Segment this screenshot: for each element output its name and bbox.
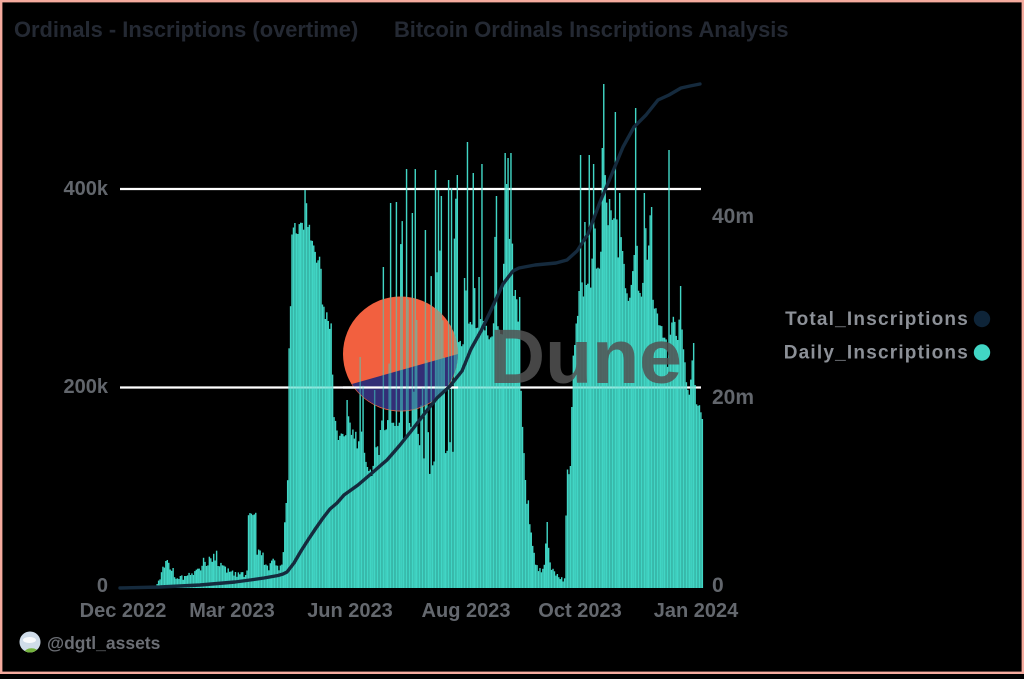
svg-text:0: 0 xyxy=(97,575,108,597)
svg-text:0: 0 xyxy=(712,574,724,597)
svg-text:Oct 2023: Oct 2023 xyxy=(538,600,621,622)
svg-text:40m: 40m xyxy=(712,205,754,228)
svg-text:Aug 2023: Aug 2023 xyxy=(422,600,511,622)
svg-text:Dec 2022: Dec 2022 xyxy=(80,600,167,622)
svg-text:Ordinals - Inscriptions (overt: Ordinals - Inscriptions (overtime) xyxy=(14,17,358,42)
svg-text:Jun 2023: Jun 2023 xyxy=(307,600,393,622)
svg-text:Daily_Inscriptions: Daily_Inscriptions xyxy=(784,343,969,364)
svg-text:Dune: Dune xyxy=(490,314,683,400)
svg-text:Total_Inscriptions: Total_Inscriptions xyxy=(785,309,969,330)
svg-text:200k: 200k xyxy=(64,376,109,398)
svg-text:Bitcoin Ordinals Inscriptions: Bitcoin Ordinals Inscriptions Analysis xyxy=(394,17,789,42)
svg-text:@dgtl_assets: @dgtl_assets xyxy=(47,633,161,653)
svg-text:Mar 2023: Mar 2023 xyxy=(189,600,275,622)
svg-text:Jan 2024: Jan 2024 xyxy=(654,600,739,622)
svg-text:20m: 20m xyxy=(712,386,754,409)
svg-text:400k: 400k xyxy=(64,178,109,200)
